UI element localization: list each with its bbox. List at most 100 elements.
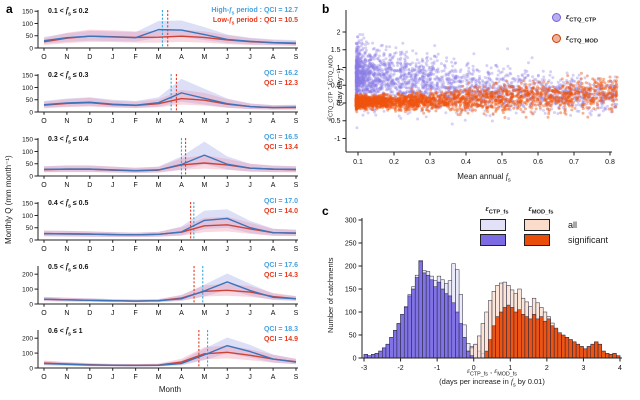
svg-text:O: O [41, 182, 47, 189]
svg-text:M: M [201, 182, 207, 189]
svg-text:N: N [64, 374, 69, 381]
qci-low-fs-label: Low-fs period : QCI = 10.5 [212, 16, 298, 27]
svg-text:O: O [41, 310, 47, 317]
svg-text:100: 100 [22, 149, 33, 156]
svg-text:A: A [179, 118, 184, 125]
svg-text:S: S [294, 374, 299, 381]
panel-b-legend: εCTQ_CTP εCTQ_MOD [552, 12, 598, 44]
svg-text:S: S [294, 310, 299, 317]
legend-item-ctq-ctp: εCTQ_CTP [552, 12, 598, 24]
svg-text:J: J [248, 374, 252, 381]
qci-high-fs-label: QCI = 18.3 [263, 326, 298, 333]
svg-text:M: M [201, 374, 207, 381]
svg-text:O: O [41, 118, 47, 125]
swatch-mod-significant [524, 233, 550, 246]
svg-text:J: J [111, 54, 115, 61]
svg-text:O: O [41, 54, 47, 61]
svg-text:F: F [133, 374, 137, 381]
panel-a-subplot-4: 0 50 100 150 O N D J F M A M J J A S 0.4 < f̄s ≤ 0.5 QCI … [0, 198, 320, 262]
subplot-title: 0.6 < f̄s ≤ 1 [48, 327, 83, 338]
svg-text:1: 1 [337, 65, 341, 72]
svg-text:M: M [201, 310, 207, 317]
svg-text:A: A [179, 54, 184, 61]
panel-b-x-axis-label: Mean annual fs [457, 172, 511, 184]
svg-text:A: A [179, 310, 184, 317]
svg-text:J: J [226, 374, 230, 381]
panel-b: b εCTQ_CTP - εCTQ_MOD (day day⁻¹) 0.1 0.2… [320, 0, 640, 200]
swatch-ctp-significant [480, 233, 506, 246]
subplot-title: 0.4 < f̄s ≤ 0.5 [48, 199, 89, 210]
svg-text:J: J [111, 246, 115, 253]
svg-text:J: J [226, 310, 230, 317]
swatch-mod-all [524, 218, 550, 231]
panel-c-letter: c [322, 204, 329, 218]
legend-label-ctq-mod: εCTQ_MOD [566, 32, 599, 45]
svg-text:D: D [87, 118, 92, 125]
svg-text:S: S [294, 182, 299, 189]
svg-text:F: F [133, 182, 137, 189]
svg-text:M: M [156, 246, 162, 253]
svg-text:150: 150 [22, 137, 33, 144]
svg-text:A: A [271, 374, 276, 381]
svg-text:S: S [294, 118, 299, 125]
panel-a: a Monthly Q (mm month⁻¹) 0 50 100 150 O N D J F M… [0, 2, 320, 394]
svg-text:150: 150 [22, 201, 33, 208]
qci-high-fs-label: QCI = 17.0 [263, 198, 298, 205]
svg-text:A: A [271, 54, 276, 61]
svg-text:M: M [156, 118, 162, 125]
scatter-series-ctq-mod [354, 71, 619, 119]
legend-header-ctp-fs: εCTP_fs [485, 204, 509, 216]
svg-text:N: N [64, 118, 69, 125]
svg-text:F: F [133, 54, 137, 61]
svg-text:D: D [87, 310, 92, 317]
svg-text:1.5: 1.5 [331, 47, 341, 54]
svg-text:-0.5: -0.5 [328, 118, 340, 125]
svg-text:J: J [248, 182, 252, 189]
panel-a-subplot-6: 0 100 200 O N D J F M A M J J A S 0.6 < f̄s ≤ 1 QCI = 18… [0, 326, 320, 390]
svg-text:D: D [87, 182, 92, 189]
svg-text:J: J [111, 310, 115, 317]
svg-text:-1: -1 [334, 136, 340, 143]
svg-text:J: J [248, 310, 252, 317]
svg-text:50: 50 [26, 97, 34, 104]
svg-text:A: A [179, 246, 184, 253]
qci-low-fs-label: QCI = 13.4 [263, 144, 298, 151]
svg-text:J: J [111, 374, 115, 381]
scatter-series-ctq-ctp [354, 33, 619, 130]
ctq-mod-marker-icon [552, 33, 561, 43]
svg-text:A: A [271, 246, 276, 253]
svg-text:A: A [271, 310, 276, 317]
svg-text:N: N [64, 54, 69, 61]
svg-text:J: J [248, 246, 252, 253]
svg-text:N: N [64, 246, 69, 253]
svg-text:0.4: 0.4 [461, 159, 471, 166]
subplot-title: 0.2 < f̄s ≤ 0.3 [48, 71, 89, 82]
svg-text:100: 100 [22, 213, 33, 220]
panel-a-subplot-3: 0 50 100 150 O N D J F M A M J J A S 0.3 < f̄s ≤ 0.4 QCI … [0, 134, 320, 198]
svg-text:S: S [294, 246, 299, 253]
svg-text:0.6: 0.6 [533, 159, 543, 166]
svg-text:0.2: 0.2 [389, 159, 399, 166]
qci-low-fs-label: QCI = 14.9 [263, 336, 298, 343]
legend-label-significant: significant [568, 234, 609, 245]
svg-text:D: D [87, 54, 92, 61]
svg-text:J: J [226, 246, 230, 253]
qci-low-fs-label: QCI = 12.3 [263, 80, 298, 87]
svg-text:F: F [133, 246, 137, 253]
panel-a-letter: a [6, 2, 13, 16]
svg-text:J: J [226, 182, 230, 189]
subplot-title: 0.3 < f̄s ≤ 0.4 [48, 135, 89, 146]
svg-text:150: 150 [22, 73, 33, 80]
svg-text:J: J [111, 182, 115, 189]
svg-text:A: A [271, 118, 276, 125]
legend-label-ctq-ctp: εCTQ_CTP [566, 12, 597, 24]
subplot-title: 0.1 < f̄s ≤ 0.2 [48, 7, 89, 18]
panel-b-scatter-chart: 0.1 0.2 0.3 0.4 0.5 0.6 0.7 0.8 -1 -0.5 0 0.5 1 1.5 2 [328, 10, 619, 166]
svg-text:0: 0 [29, 237, 33, 244]
svg-text:J: J [248, 54, 252, 61]
svg-text:M: M [156, 310, 162, 317]
svg-text:0: 0 [29, 109, 33, 116]
svg-text:0.7: 0.7 [569, 159, 579, 166]
legend-header-mod-fs: εMOD_fs [528, 204, 554, 216]
